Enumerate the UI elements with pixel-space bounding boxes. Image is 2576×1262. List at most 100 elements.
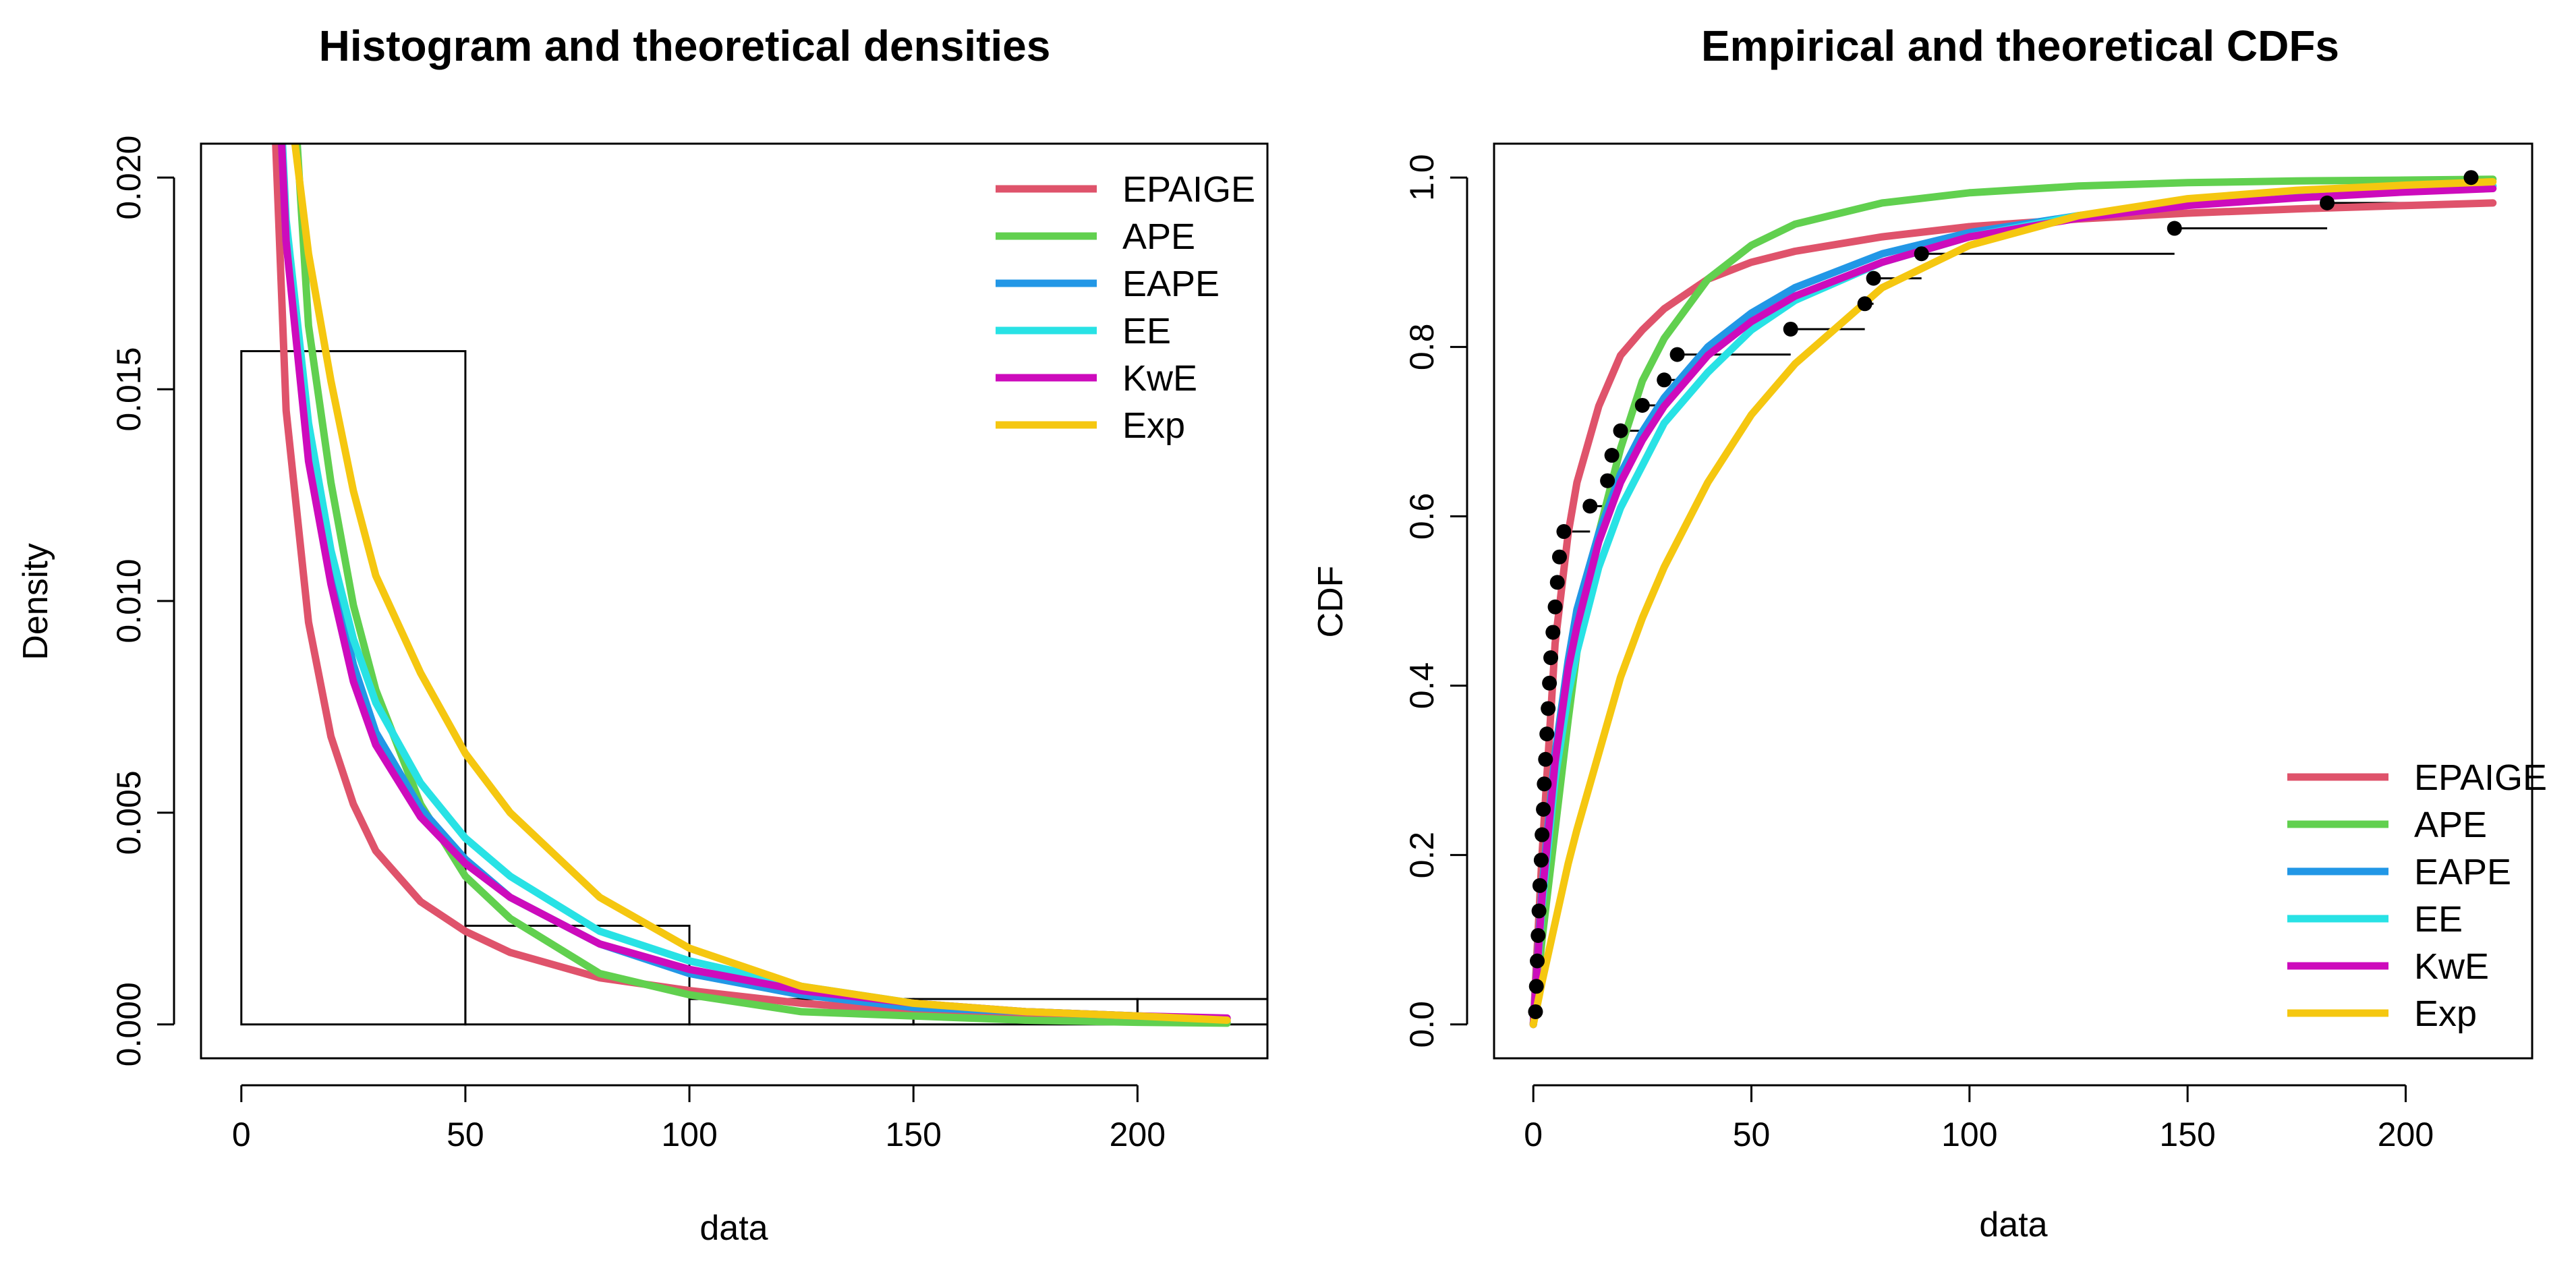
ecdf-point xyxy=(1613,423,1628,438)
x-tick-label: 50 xyxy=(447,1116,484,1153)
ecdf-point xyxy=(2167,221,2182,236)
series-line-ee xyxy=(1529,182,2497,1029)
density-panel: Histogram and theoretical densities 0 50 1… xyxy=(16,22,1269,1248)
density-y-axis: 0.000 0.005 0.010 0.015 0.020 xyxy=(110,136,175,1066)
legend-label-eape: EAPE xyxy=(2414,852,2511,892)
x-tick-label: 200 xyxy=(2378,1116,2434,1153)
y-tick-label: 0.020 xyxy=(110,136,148,220)
density-y-axis-label: Density xyxy=(16,543,55,660)
y-tick-label: 0.6 xyxy=(1403,493,1441,540)
cdf-x-axis: 0 50 100 150 200 xyxy=(1524,1084,2434,1153)
ecdf-point xyxy=(1634,397,1650,413)
cdf-chart-title: Empirical and theoretical CDFs xyxy=(1701,22,2339,70)
histogram-bars xyxy=(240,350,1267,1026)
density-x-axis: 0 50 100 150 200 xyxy=(232,1084,1166,1153)
x-tick-label: 50 xyxy=(1733,1116,1771,1153)
ecdf-point xyxy=(1530,953,1545,969)
y-tick-label: 0.2 xyxy=(1403,832,1441,879)
x-tick-label: 100 xyxy=(661,1116,717,1153)
legend-label-ee: EE xyxy=(2414,899,2463,940)
y-tick-label: 0.0 xyxy=(1403,1001,1441,1048)
x-tick-label: 150 xyxy=(885,1116,941,1153)
ecdf-point xyxy=(1604,448,1620,463)
ecdf-point xyxy=(1914,246,1929,262)
legend-label-epaige: EPAIGE xyxy=(2414,757,2547,798)
legend-label-ape: APE xyxy=(2414,805,2487,845)
y-tick-label: 1.0 xyxy=(1403,154,1441,201)
ecdf-point xyxy=(1543,650,1559,666)
ecdf-point xyxy=(1657,372,1672,388)
y-tick-label: 0.005 xyxy=(110,770,148,855)
density-x-axis-label: data xyxy=(699,1209,768,1248)
ecdf-point xyxy=(1538,751,1553,767)
series-line-exp xyxy=(1529,178,2497,1029)
ecdf-point xyxy=(2463,170,2479,185)
ecdf-point xyxy=(1541,701,1556,716)
ecdf-point xyxy=(1539,726,1555,742)
legend-label-epaige: EPAIGE xyxy=(1122,169,1255,210)
ecdf-point xyxy=(1549,575,1565,590)
ecdf-point xyxy=(1551,549,1567,565)
series-line-ee xyxy=(279,144,1231,1023)
ecdf-point xyxy=(1547,599,1563,614)
series-line-kwe xyxy=(278,144,1231,1022)
ecdf-point xyxy=(1531,903,1547,919)
density-chart-title: Histogram and theoretical densities xyxy=(319,22,1051,70)
density-legend: EPAIGE APE EAPE EE KwE Exp xyxy=(996,169,1255,446)
cdf-y-axis-label: CDF xyxy=(1311,566,1350,638)
series-line-ape xyxy=(293,144,1231,1027)
ecdf-point xyxy=(1537,776,1552,792)
series-line-exp xyxy=(291,144,1231,1024)
legend-label-ape: APE xyxy=(1122,217,1195,257)
ecdf-point xyxy=(1532,878,1547,893)
density-plot-frame xyxy=(200,142,1269,1060)
y-tick-label: 0.000 xyxy=(110,982,148,1066)
histogram-bar xyxy=(1136,998,1267,1026)
legend-label-exp: Exp xyxy=(2414,994,2477,1034)
x-tick-label: 100 xyxy=(1941,1116,1997,1153)
series-line-epaige xyxy=(272,144,1231,1025)
cdf-x-axis-label: data xyxy=(1979,1205,2047,1244)
y-tick-label: 0.015 xyxy=(110,347,148,432)
ecdf-point xyxy=(1530,927,1546,943)
cdf-curves xyxy=(1529,175,2497,1029)
ecdf-point xyxy=(1545,625,1561,640)
ecdf-point xyxy=(1783,321,1798,337)
x-tick-label: 150 xyxy=(2159,1116,2215,1153)
series-line-ape xyxy=(1529,175,2497,1029)
y-tick-label: 0.010 xyxy=(110,558,148,643)
series-line-kwe xyxy=(1529,185,2497,1029)
series-line-eape xyxy=(278,144,1231,1023)
ecdf-point xyxy=(1535,827,1550,842)
ecdf-point xyxy=(1866,270,1881,286)
ecdf-point xyxy=(1857,296,1872,312)
cdf-plot-frame xyxy=(1493,142,2534,1060)
ecdf-point xyxy=(1582,498,1598,514)
ecdf-point xyxy=(1528,979,1544,994)
ecdf-points xyxy=(1528,170,2479,1019)
x-tick-label: 0 xyxy=(232,1116,251,1153)
ecdf-point xyxy=(1528,1004,1543,1019)
histogram-bar xyxy=(240,350,467,1026)
y-tick-label: 0.4 xyxy=(1403,662,1441,710)
legend-label-kwe: KwE xyxy=(2414,946,2489,987)
ecdf-point xyxy=(2320,195,2335,210)
legend-label-ee: EE xyxy=(1122,311,1171,351)
cdf-legend: EPAIGE APE EAPE EE KwE Exp xyxy=(2287,757,2547,1034)
x-tick-label: 200 xyxy=(1110,1116,1166,1153)
ecdf-point xyxy=(1542,675,1557,691)
legend-label-eape: EAPE xyxy=(1122,264,1220,304)
ecdf-point xyxy=(1556,524,1572,540)
density-curves xyxy=(272,144,1231,1027)
ecdf-point xyxy=(1669,347,1685,362)
cdf-panel: Empirical and theoretical CDFs 0 50 100 150… xyxy=(1311,22,2547,1244)
y-tick-label: 0.8 xyxy=(1403,324,1441,371)
ecdf-point xyxy=(1600,473,1615,488)
x-tick-label: 0 xyxy=(1524,1116,1543,1153)
cdf-y-axis: 0.0 0.2 0.4 0.6 0.8 1.0 xyxy=(1403,154,1468,1048)
series-line-eape xyxy=(1529,182,2497,1029)
ecdf-point xyxy=(1533,853,1549,868)
legend-label-kwe: KwE xyxy=(1122,358,1197,399)
ecdf-point xyxy=(1536,801,1551,817)
